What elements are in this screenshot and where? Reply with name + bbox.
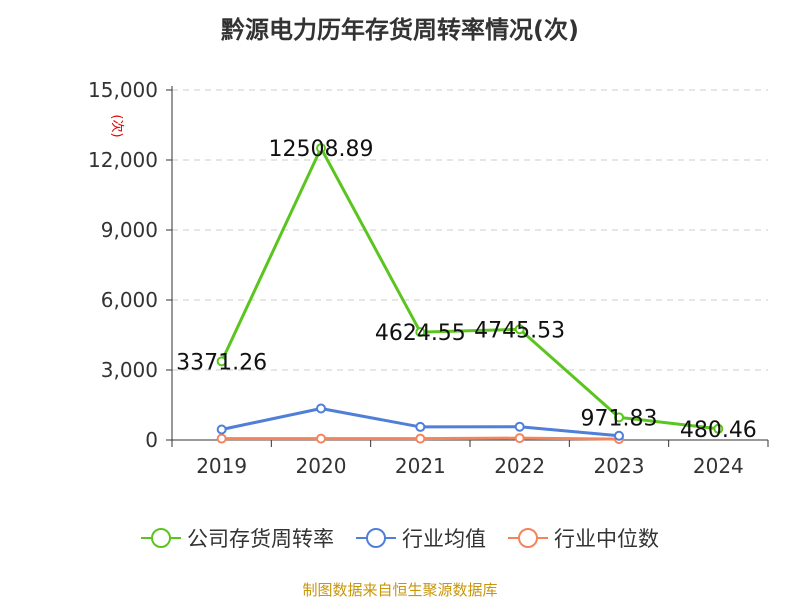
x-tick-label: 2020 [296, 454, 347, 478]
data-point [415, 433, 426, 444]
data-point [415, 327, 426, 338]
y-axis-unit: (次) [109, 114, 125, 137]
data-label: 3371.26 [176, 350, 267, 375]
x-tick-label: 2021 [395, 454, 446, 478]
legend-item-industry-average[interactable]: 行业均值 [356, 523, 486, 553]
data-label: 4624.55 [375, 321, 466, 346]
y-tick-label: 0 [145, 428, 158, 452]
x-tick-label: 2022 [494, 454, 545, 478]
legend-item-industry-median[interactable]: 行业中位数 [508, 523, 659, 553]
data-point [514, 421, 525, 432]
legend-marker-industry-median [508, 528, 548, 548]
data-point [316, 433, 326, 444]
data-point [614, 412, 624, 423]
legend-label-industry-average: 行业均值 [402, 527, 486, 551]
data-label: 4745.53 [474, 318, 565, 343]
source-note: 制图数据来自恒生聚源数据库 [302, 581, 498, 599]
chart-title: 黔源电力历年存货周转率情况(次) [221, 16, 579, 44]
data-point [514, 324, 525, 335]
x-tick-label: 2023 [594, 454, 645, 478]
series-line-0 [220, 146, 719, 431]
x-tick-label: 2024 [693, 454, 744, 478]
data-point [316, 403, 326, 414]
data-point [415, 421, 426, 432]
legend: 公司存货周转率 行业均值 行业中位数 [0, 518, 800, 558]
data-point [713, 423, 724, 434]
y-tick-label: 3,000 [101, 358, 158, 382]
y-tick-label: 9,000 [101, 218, 158, 242]
data-point [216, 433, 227, 444]
data-point [614, 430, 624, 441]
data-label: 480.46 [680, 418, 757, 443]
data-point [514, 433, 525, 444]
legend-marker-industry-average [356, 528, 396, 548]
legend-item-company[interactable]: 公司存货周转率 [141, 523, 334, 553]
legend-label-company: 公司存货周转率 [187, 527, 334, 551]
x-tick-label: 2019 [196, 454, 247, 478]
y-tick-label: 12,000 [88, 148, 158, 172]
legend-label-industry-median: 行业中位数 [554, 527, 659, 551]
legend-marker-company [141, 528, 181, 548]
data-label: 12508.89 [269, 137, 374, 162]
y-tick-label: 6,000 [101, 288, 158, 312]
data-label: 971.83 [581, 406, 658, 431]
data-point [216, 424, 227, 435]
data-point [316, 143, 326, 154]
data-point [216, 356, 227, 367]
y-tick-label: 15,000 [88, 78, 158, 102]
